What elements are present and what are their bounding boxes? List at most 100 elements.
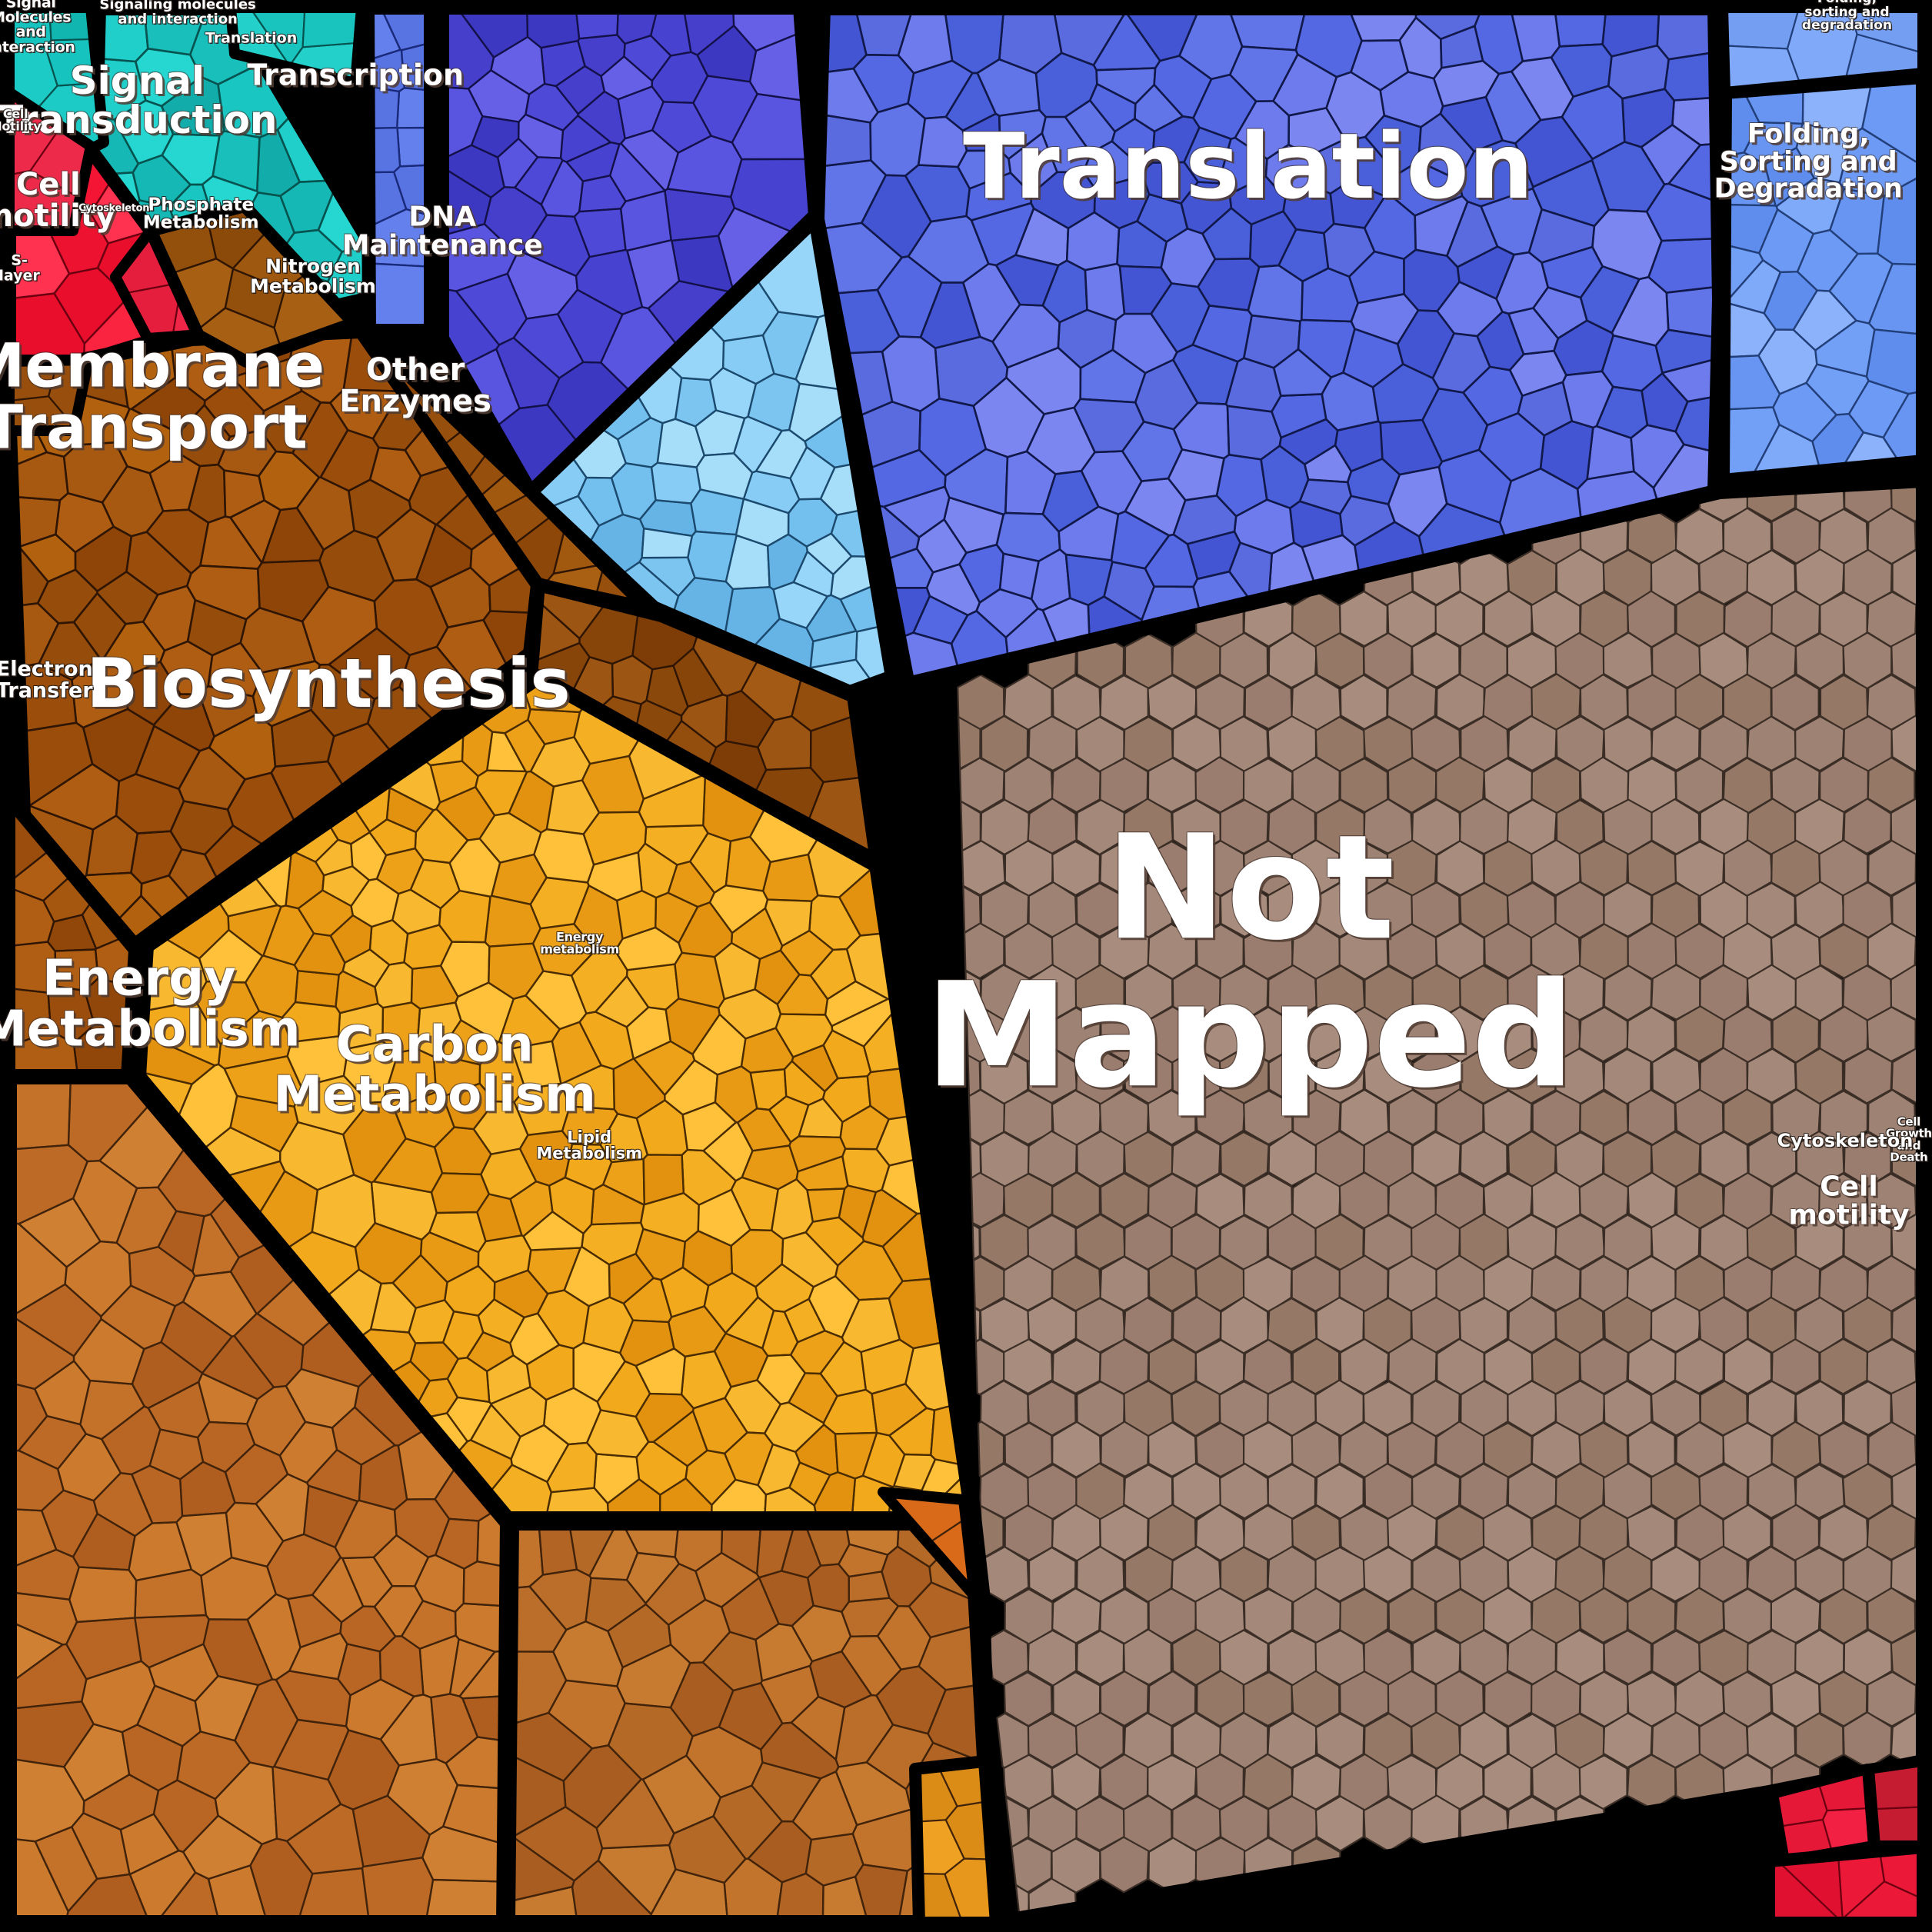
treemap-cell (1387, 1005, 1437, 1062)
treemap-cell (522, 1211, 585, 1251)
region-folding-sorting-degradation (1716, 70, 1930, 488)
treemap-cell (1459, 1131, 1508, 1187)
treemap-cell (595, 975, 650, 1028)
treemap-cell (635, 1392, 695, 1443)
treemap-cell (774, 1013, 834, 1058)
treemap-cell (1099, 1671, 1149, 1727)
region-boundary-energy-metabolism-small (878, 1487, 980, 1601)
treemap-cell (130, 376, 206, 435)
treemap-cell (1099, 1836, 1150, 1894)
treemap-cell (869, 102, 926, 177)
treemap-cell (514, 156, 564, 206)
treemap-cell (401, 1600, 457, 1650)
treemap-cell (448, 838, 501, 898)
treemap-cell (1298, 478, 1352, 515)
treemap-cell (865, 1724, 934, 1790)
treemap-cell (1084, 262, 1126, 321)
treemap-cell (334, 1499, 398, 1560)
treemap-cell (145, 508, 210, 575)
treemap-cell (350, 878, 400, 928)
region-nitrogen-metabolism (355, 325, 652, 614)
treemap-cell (8, 941, 57, 994)
treemap-cell (1747, 1463, 1797, 1519)
treemap-cell (760, 1721, 840, 1780)
treemap-cell (361, 1857, 435, 1924)
treemap-cell (1172, 882, 1221, 938)
treemap-cell (41, 1489, 98, 1558)
treemap-cell (804, 1833, 864, 1887)
treemap-cell (881, 1545, 933, 1607)
region-boundary-other-enzymes (524, 578, 884, 868)
treemap-cell (757, 1443, 801, 1496)
treemap-cell (882, 485, 951, 538)
region-biosynthesis (131, 669, 981, 1527)
treemap-cell (1721, 6, 1800, 50)
treemap-cell (1051, 1421, 1101, 1478)
treemap-cell (788, 1372, 838, 1424)
treemap-cell (641, 528, 693, 559)
treemap-cell (375, 508, 437, 582)
region-membrane-transport (2, 323, 546, 954)
treemap-cell (132, 154, 192, 208)
treemap-cell (28, 763, 120, 831)
treemap-cell (526, 1344, 575, 1401)
treemap-cell (809, 630, 858, 669)
treemap-cell (1003, 1338, 1054, 1395)
treemap-cell (697, 1188, 751, 1247)
treemap-cell (806, 1188, 846, 1223)
treemap-cell (838, 1543, 889, 1578)
treemap-cell (764, 898, 813, 947)
treemap-cell (533, 828, 595, 884)
treemap-cell (1123, 1628, 1172, 1686)
treemap-cell (434, 1517, 480, 1570)
treemap-cell (8, 1075, 72, 1151)
treemap-cell (620, 190, 672, 251)
treemap-cell (974, 1307, 981, 1343)
treemap-cell (1411, 633, 1461, 688)
treemap-cell (1314, 964, 1366, 1021)
treemap-cell (1325, 71, 1386, 142)
treemap-cell (115, 773, 185, 834)
region-carbon-metabolism (500, 1515, 1001, 1930)
treemap-cell (194, 1675, 259, 1742)
treemap-cell (645, 1563, 707, 1626)
treemap-cell (488, 942, 545, 1000)
treemap-cell (638, 773, 707, 828)
treemap-cell (195, 981, 260, 1046)
treemap-cell (1267, 1297, 1317, 1353)
treemap-cell (65, 1617, 142, 1681)
region-translation-small (361, 1, 438, 338)
treemap-cell (616, 889, 658, 940)
treemap-cell (1329, 181, 1387, 229)
treemap-cell (416, 1001, 462, 1058)
region-transcription (435, 1, 822, 499)
treemap-cell (1674, 757, 1724, 814)
treemap-cell (1818, 1422, 1870, 1477)
treemap-cell (861, 1431, 906, 1488)
treemap-cell (121, 1724, 184, 1792)
treemap-cell (635, 1441, 688, 1496)
treemap-cell (971, 1224, 981, 1261)
treemap-cell (337, 1643, 382, 1697)
treemap-cell (1291, 1007, 1341, 1062)
treemap-cell (72, 592, 127, 659)
treemap-cell (538, 1521, 578, 1576)
treemap-cell (1805, 363, 1870, 416)
treemap-cell (1647, 237, 1720, 294)
treemap-cell (703, 1272, 759, 1334)
region-energy-metabolism (2, 1069, 515, 1930)
treemap-cell (841, 1635, 902, 1697)
treemap-cell (1700, 1131, 1749, 1187)
treemap-cell (1030, 171, 1097, 230)
treemap-cell (198, 1372, 258, 1425)
treemap-cell (1064, 553, 1114, 606)
region-signaling-molecules-interaction-small (225, 2, 367, 88)
treemap-cell (393, 1498, 451, 1558)
treemap-cell (701, 1631, 763, 1692)
treemap-cell (475, 769, 528, 817)
treemap-cell (1272, 348, 1332, 397)
treemap-cell (148, 1428, 205, 1481)
treemap-cell (223, 469, 265, 519)
treemap-cell (321, 865, 371, 908)
